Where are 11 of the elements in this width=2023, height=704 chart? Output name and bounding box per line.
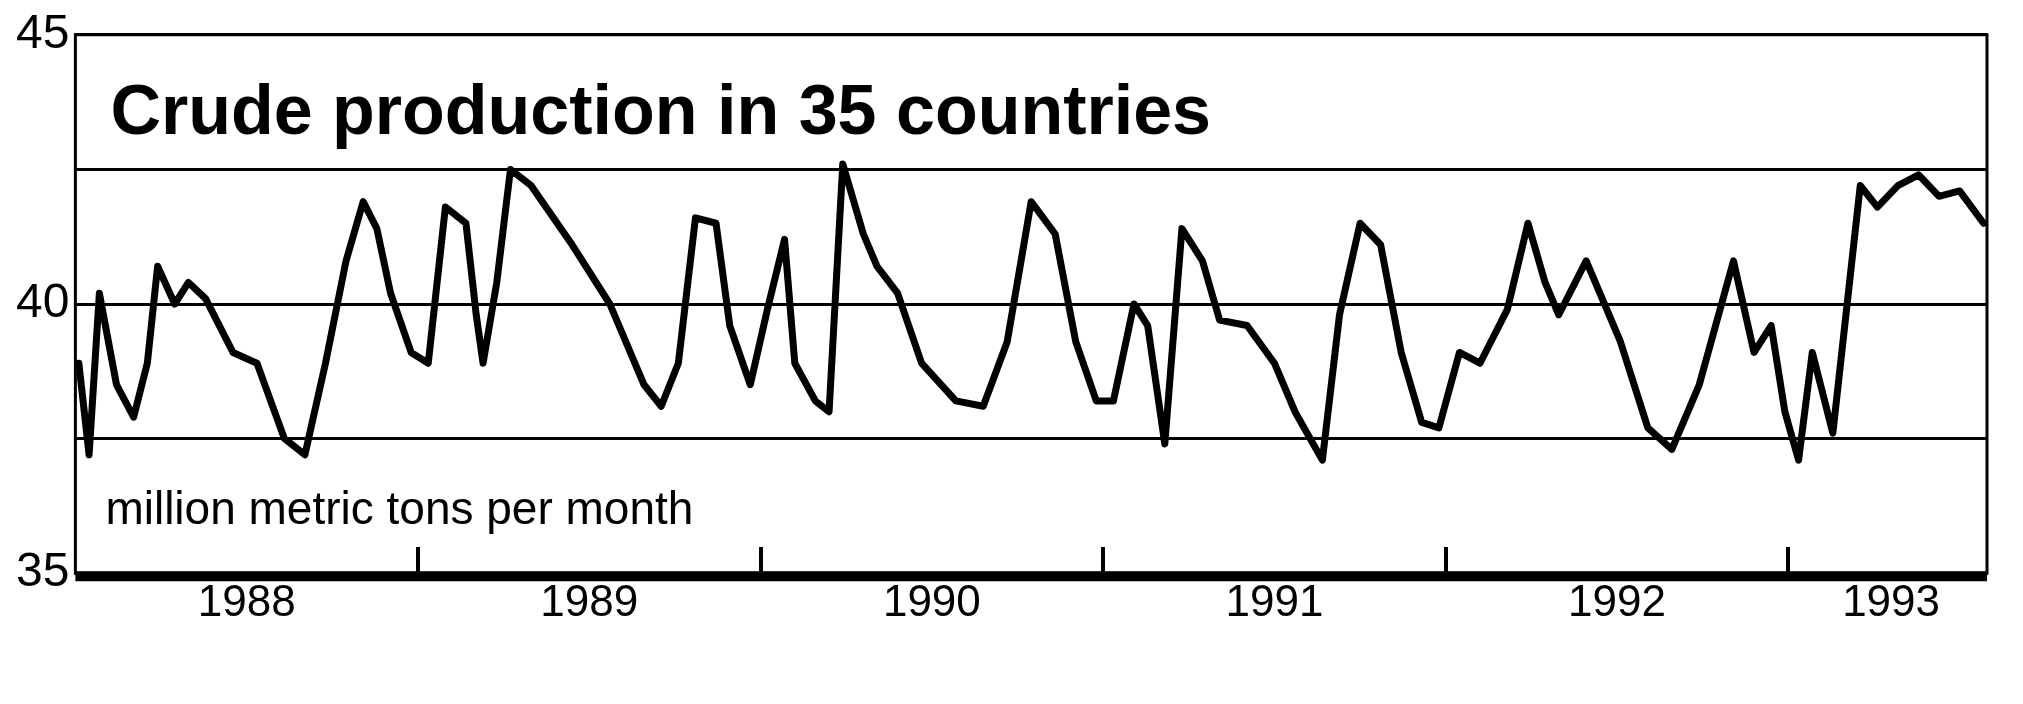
x-tick-label: 1988 bbox=[197, 575, 296, 625]
text: Crude production in 35 countries bbox=[110, 71, 1212, 150]
y-tick-label: 35 bbox=[16, 543, 70, 597]
x-tick-label: 1991 bbox=[1225, 575, 1324, 625]
x-tick-label: 1992 bbox=[1568, 575, 1666, 625]
x-tick-label: 1989 bbox=[540, 575, 639, 625]
y-tick-label: 40 bbox=[16, 274, 70, 328]
x-tick-label: 1990 bbox=[882, 575, 981, 625]
text: million metric tons per month bbox=[105, 481, 694, 534]
y-tick-label: 45 bbox=[16, 5, 70, 59]
x-tick-label: 1993 bbox=[1842, 575, 1941, 625]
